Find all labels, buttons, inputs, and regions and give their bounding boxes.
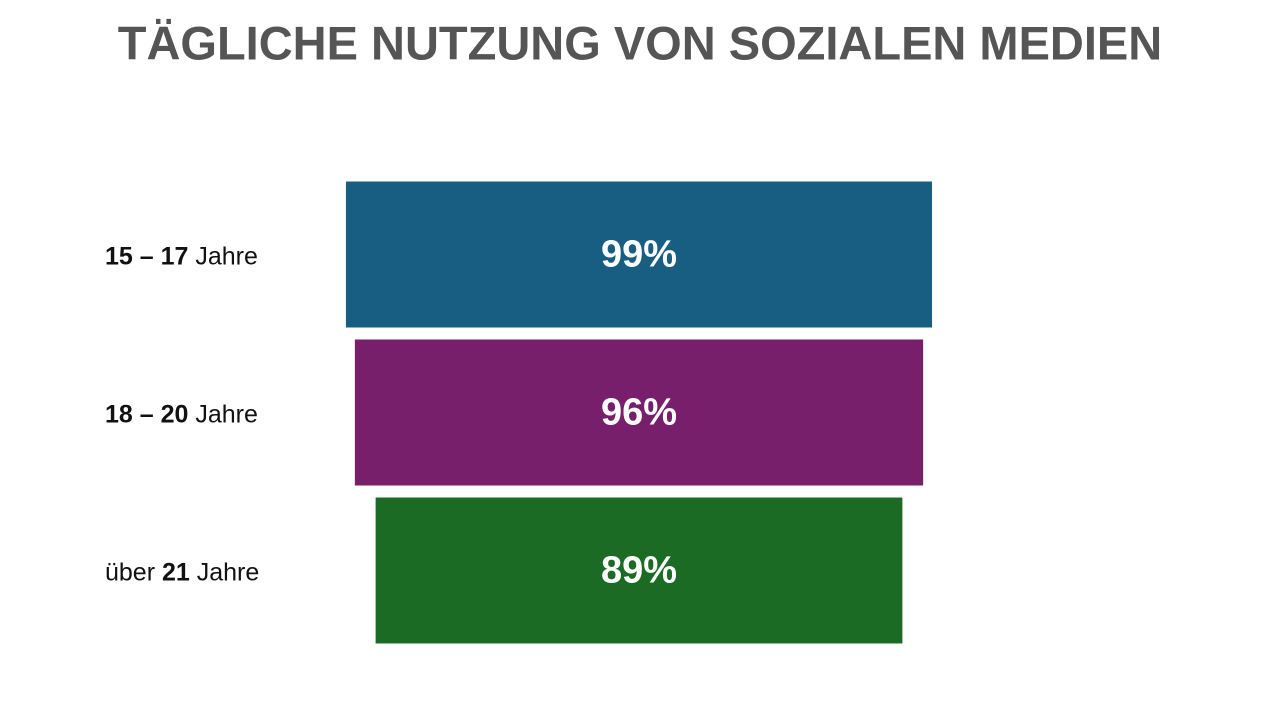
funnel-bar xyxy=(374,496,904,645)
funnel-bar xyxy=(353,338,925,487)
value-label: 89% xyxy=(601,550,677,592)
funnel-bar xyxy=(344,180,934,329)
category-label: 15 – 17 Jahre xyxy=(105,242,258,270)
value-label: 99% xyxy=(601,234,677,276)
value-label: 96% xyxy=(601,392,677,434)
category-label: 18 – 20 Jahre xyxy=(105,400,258,428)
category-label: über 21 Jahre xyxy=(105,558,259,586)
chart-title: TÄGLICHE NUTZUNG VON SOZIALEN MEDIEN xyxy=(118,16,1162,69)
